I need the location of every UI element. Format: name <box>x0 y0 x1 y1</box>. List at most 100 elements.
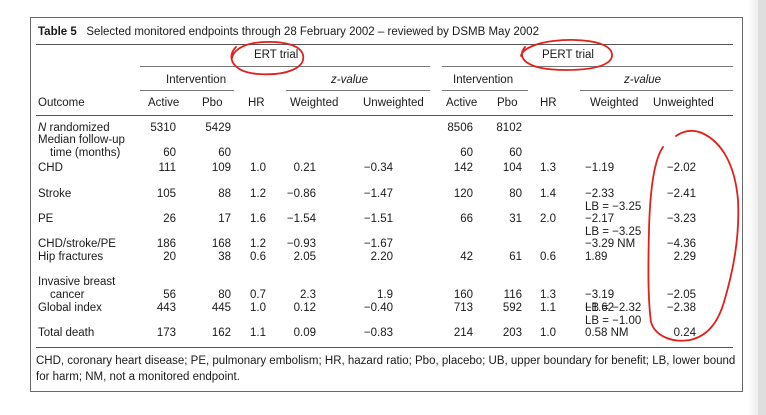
row-median-follow-up-pert-pbo: 60 <box>509 147 522 159</box>
row-stroke-ert-pbo: 88 <box>218 188 231 200</box>
row-pe-pert-weighted: −2.17 <box>585 213 615 225</box>
ert-trial-header: ERT trial <box>254 49 299 61</box>
row-hip-fractures-pert-unweighted: 2.29 <box>673 251 696 263</box>
row-chd-outcome: CHD <box>38 162 63 174</box>
col-pert-active: Active <box>446 97 478 109</box>
pert-intervention-header: Intervention <box>453 74 514 86</box>
row-global-index-ert-pbo: 445 <box>211 302 231 314</box>
col-pert-weighted: Weighted <box>590 97 639 109</box>
row-invasive-breast-outcome: Invasive breast <box>38 276 116 288</box>
row-chd-stroke-pe-pert-weighted: −3.29 NM <box>585 238 636 250</box>
row-chd-stroke-pe-ert-hr: 1.2 <box>250 238 266 250</box>
pert-intervention-rule <box>442 90 528 91</box>
row-global-index-ert-active: 443 <box>156 302 176 314</box>
row-hip-fractures-ert-hr: 0.6 <box>250 251 266 263</box>
row-chd-stroke-pe-outcome: CHD/stroke/PE <box>38 238 116 250</box>
row-chd-pert-weighted: −1.19 <box>585 162 615 174</box>
table-caption: Table 5 Selected monitored endpoints thr… <box>38 26 539 39</box>
row-global-index-pert-weighted: −1.62 <box>585 302 615 314</box>
col-outcome: Outcome <box>38 97 85 109</box>
row-chd-pert-active: 142 <box>453 162 473 174</box>
row-median-follow-up-outcome: Median follow-up <box>38 134 125 146</box>
row-stroke-pert-unweighted: −2.41 <box>666 188 696 200</box>
pert-zvalue-header: z-value <box>624 74 662 86</box>
row-invasive-breast-pert-unweighted: −2.05 <box>666 289 696 301</box>
row-stroke-ert-active: 105 <box>156 188 176 200</box>
row-chd-ert-pbo: 109 <box>211 162 231 174</box>
row-chd-ert-unweighted: −0.34 <box>363 162 393 174</box>
slide-edge-shadow <box>758 0 766 415</box>
row-global-index-ert-weighted: 0.12 <box>293 302 316 314</box>
row-stroke-pert-pbo: 80 <box>509 188 522 200</box>
row-chd-stroke-pe-pert-unweighted: −4.36 <box>666 238 696 250</box>
col-ert-active: Active <box>148 97 180 109</box>
row-pe-ert-hr: 1.6 <box>250 213 266 225</box>
row-n-randomized-pert-active: 8506 <box>447 122 473 134</box>
row-chd-pert-unweighted: −2.02 <box>666 162 696 174</box>
ert-zvalue-header: z-value <box>331 74 369 86</box>
row-global-index-pert-boundary-note: LB = −1.00 <box>585 315 642 327</box>
ert-intervention-rule <box>140 90 234 91</box>
row-hip-fractures-pert-hr: 0.6 <box>540 251 556 263</box>
col-ert-unweighted: Unweighted <box>363 97 424 109</box>
row-hip-fractures-pert-weighted: 1.89 <box>585 251 608 263</box>
row-stroke-pert-weighted: −2.33 <box>585 188 615 200</box>
row-hip-fractures-ert-active: 20 <box>163 251 176 263</box>
col-pert-unweighted: Unweighted <box>653 97 714 109</box>
top-rule <box>36 44 733 45</box>
row-pe-pert-hr: 2.0 <box>540 213 556 225</box>
ert-intervention-header: Intervention <box>166 74 227 86</box>
row-pe-ert-active: 26 <box>163 213 176 225</box>
row-stroke-ert-weighted: −0.86 <box>286 188 316 200</box>
col-ert-pbo: Pbo <box>202 97 223 109</box>
row-n-randomized-ert-active: 5310 <box>150 122 176 134</box>
row-hip-fractures-ert-pbo: 38 <box>218 251 231 263</box>
row-global-index-ert-unweighted: −0.40 <box>363 302 393 314</box>
row-n-randomized-pert-pbo: 8102 <box>496 122 522 134</box>
row-invasive-breast-ert-hr: 0.7 <box>250 289 266 301</box>
row-pe-pert-unweighted: −3.23 <box>666 213 696 225</box>
row-stroke-pert-active: 120 <box>453 188 473 200</box>
row-stroke-ert-unweighted: −1.47 <box>363 188 393 200</box>
row-total-death-ert-unweighted: −0.83 <box>363 327 393 339</box>
row-total-death-pert-pbo: 203 <box>502 327 522 339</box>
row-total-death-outcome: Total death <box>38 327 95 339</box>
row-chd-stroke-pe-ert-pbo: 168 <box>211 238 231 250</box>
row-pe-pert-pbo: 31 <box>509 213 522 225</box>
row-pe-pert-active: 66 <box>460 213 473 225</box>
ert-group-rule <box>140 66 430 67</box>
row-stroke-outcome: Stroke <box>38 188 72 200</box>
pert-group-rule <box>442 66 733 67</box>
row-median-follow-up-pert-active: 60 <box>460 147 473 159</box>
row-chd-stroke-pe-ert-weighted: −0.93 <box>286 238 316 250</box>
row-invasive-breast-ert-active: 56 <box>163 289 176 301</box>
header-rule <box>36 115 733 116</box>
row-pe-outcome: PE <box>38 213 54 225</box>
row-hip-fractures-outcome: Hip fractures <box>38 251 104 263</box>
row-median-follow-up-outcome-cont: time (months) <box>50 147 121 159</box>
row-n-randomized-ert-pbo: 5429 <box>205 122 231 134</box>
pert-trial-header: PERT trial <box>542 49 594 61</box>
ert-zvalue-rule <box>286 90 430 91</box>
row-pe-ert-weighted: −1.54 <box>286 213 316 225</box>
table-frame <box>30 17 743 392</box>
row-global-index-pert-unweighted: −2.38 <box>666 302 696 314</box>
row-global-index-outcome: Global index <box>38 302 102 314</box>
col-ert-hr: HR <box>248 97 265 109</box>
row-pe-ert-unweighted: −1.51 <box>363 213 393 225</box>
row-hip-fractures-pert-pbo: 61 <box>509 251 522 263</box>
row-invasive-breast-ert-unweighted: 1.9 <box>377 289 393 301</box>
row-chd-pert-hr: 1.3 <box>540 162 556 174</box>
col-pert-pbo: Pbo <box>497 97 518 109</box>
row-stroke-pert-hr: 1.4 <box>540 188 556 200</box>
row-hip-fractures-ert-weighted: 2.05 <box>293 251 316 263</box>
row-invasive-breast-pert-active: 160 <box>453 289 473 301</box>
row-total-death-ert-active: 173 <box>156 327 176 339</box>
row-hip-fractures-pert-active: 42 <box>460 251 473 263</box>
row-chd-ert-active: 111 <box>158 162 176 174</box>
table-label: Table 5 <box>38 26 77 38</box>
row-global-index-pert-active: 713 <box>453 302 473 314</box>
row-chd-ert-hr: 1.0 <box>250 162 266 174</box>
row-chd-stroke-pe-ert-active: 186 <box>156 238 176 250</box>
row-chd-ert-weighted: 0.21 <box>293 162 316 174</box>
